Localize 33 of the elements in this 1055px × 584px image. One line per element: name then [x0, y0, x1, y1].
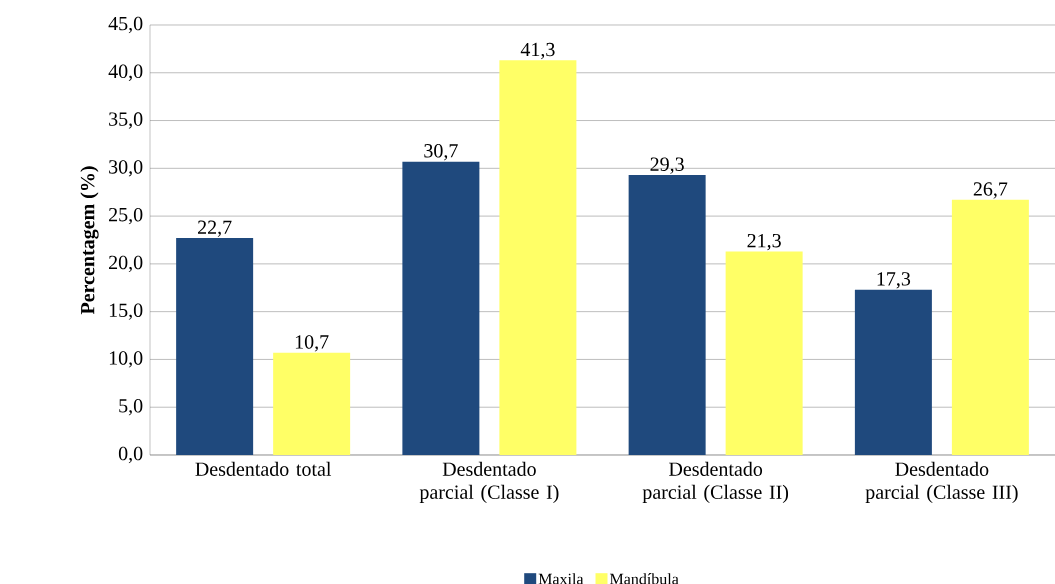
y-tick-label: 45,0: [108, 16, 143, 34]
x-tick-label: Desdentado total: [195, 461, 332, 476]
y-tick-label: 20,0: [109, 255, 143, 273]
x-tick-label: Desdentado parcial (Classe II): [642, 461, 789, 503]
data-label: 41,3: [520, 42, 555, 60]
bar: [176, 238, 254, 455]
data-label: 22,7: [198, 220, 232, 237]
legend-label: Mandíbula: [609, 573, 679, 584]
bar: [951, 199, 1029, 455]
y-tick-label: 0,0: [118, 446, 143, 464]
y-tick-label: 5,0: [119, 399, 143, 416]
bar: [628, 175, 706, 455]
data-label: 29,3: [650, 157, 684, 174]
x-tick-label: Desdentado parcial (Classe III): [865, 461, 1018, 503]
y-tick-label: 40,0: [108, 64, 143, 81]
y-tick-label: 15,0: [109, 303, 143, 320]
bar: [725, 251, 803, 455]
y-tick-label: 10,0: [109, 351, 143, 368]
y-tick-label: 30,0: [109, 160, 143, 177]
bar: [402, 161, 480, 455]
y-axis-title: Percentagem (%): [80, 166, 99, 315]
bar: [854, 289, 932, 455]
data-label: 10,7: [295, 335, 329, 352]
legend-label: Maxila: [538, 573, 584, 584]
data-label: 30,7: [424, 144, 458, 161]
bar: [273, 352, 351, 455]
bar: [499, 60, 577, 455]
y-tick-label: 25,0: [109, 207, 143, 225]
data-label: 17,3: [877, 272, 911, 289]
x-tick-label: Desdentado parcial (Classe I): [419, 461, 559, 503]
data-label: 21,3: [747, 233, 781, 251]
y-tick-label: 35,0: [109, 112, 143, 129]
data-label: 26,7: [973, 182, 1008, 199]
